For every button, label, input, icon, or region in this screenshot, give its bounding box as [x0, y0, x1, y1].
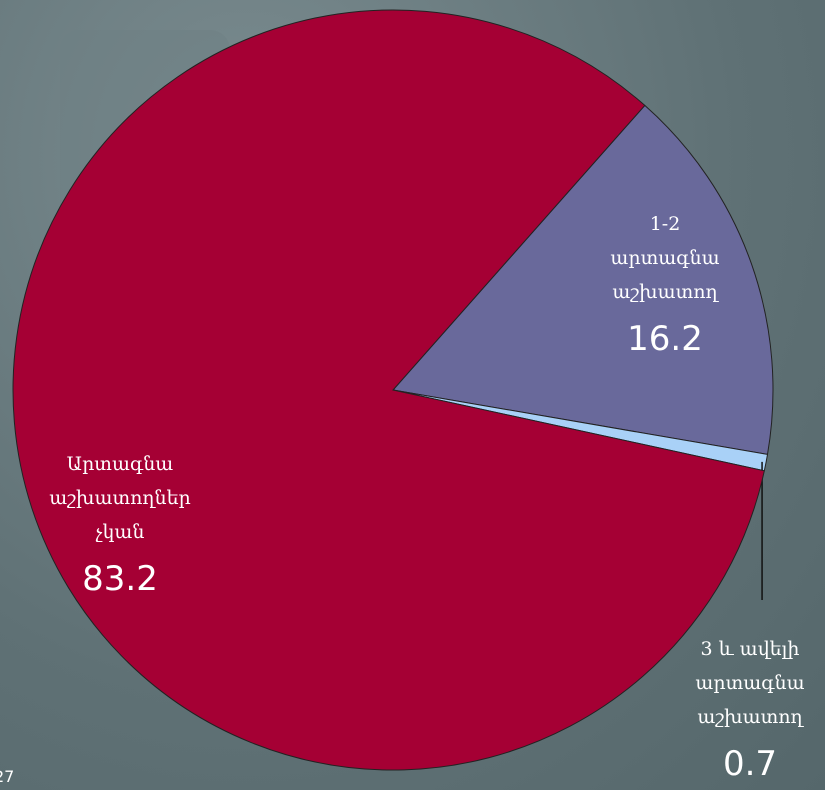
slice-label: Արտագնա աշխատողներ չկան [49, 453, 191, 543]
label-line: Արտագնա [67, 453, 174, 475]
slice-label: 1-2 արտագնա աշխատող [610, 213, 719, 303]
label-line: աշխատողներ [49, 487, 191, 509]
pie-slice [12, 9, 765, 771]
label-line: չկան [96, 521, 145, 543]
slice-value: 0.7 [723, 744, 777, 784]
label-line: աշխատող [612, 281, 719, 303]
label-line: արտագնա [610, 247, 719, 269]
label-line: 1-2 [650, 213, 681, 235]
label-line: աշխատող [697, 706, 804, 728]
pie-slice [392, 104, 774, 456]
page-number: 27 [0, 767, 14, 786]
slice-value: 16.2 [627, 319, 703, 359]
slice-value: 83.2 [82, 559, 158, 599]
label-line: արտագնա [695, 672, 804, 694]
slice-label: 3 և ավելի արտագնա աշխատող [695, 638, 804, 728]
label-line: 3 և ավելի [701, 638, 800, 660]
